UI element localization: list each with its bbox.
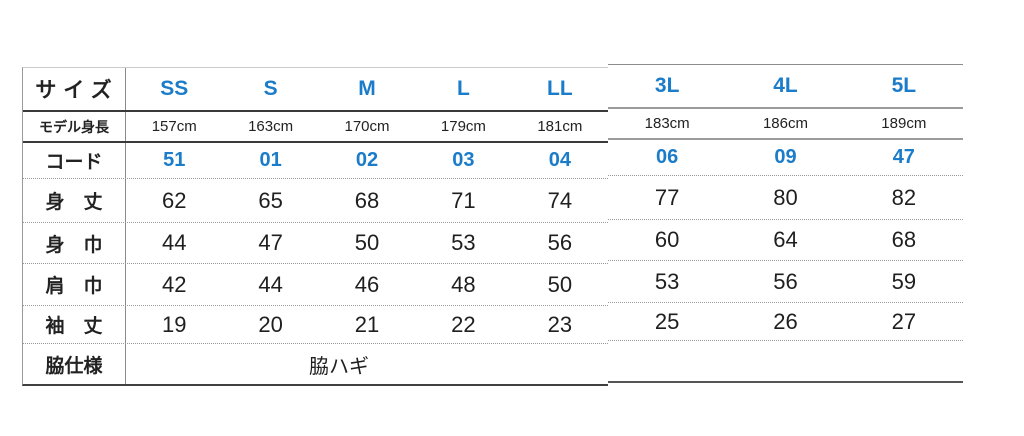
measurement-value: 26 bbox=[773, 308, 798, 334]
measurement-value: 42 bbox=[161, 271, 187, 297]
measurement-value: 64 bbox=[773, 227, 798, 252]
measurement-value: 53 bbox=[654, 268, 680, 294]
row-label: 脇仕様 bbox=[23, 344, 126, 384]
measurement-value: 56 bbox=[773, 268, 798, 294]
model-height-value: 181cm bbox=[537, 118, 583, 135]
measurement-value: 80 bbox=[773, 184, 798, 210]
size-header-ll: LL bbox=[547, 77, 573, 100]
corner-label: サイズ bbox=[23, 68, 126, 110]
measurement-value: 25 bbox=[654, 308, 680, 334]
sleeve-length-row: 25 26 27 bbox=[608, 303, 963, 341]
code-value: 09 bbox=[774, 146, 797, 168]
size-header-ss: SS bbox=[160, 77, 189, 100]
body-length-row: 77 80 82 bbox=[608, 176, 963, 220]
row-label: モデル身長 bbox=[23, 112, 126, 141]
measurement-value: 48 bbox=[451, 271, 476, 297]
measurement-value: 47 bbox=[258, 230, 283, 255]
size-header-3l: 3L bbox=[654, 74, 680, 97]
row-label: 袖 丈 bbox=[23, 306, 126, 343]
code-value: 03 bbox=[452, 149, 475, 171]
size-header-s: S bbox=[263, 77, 278, 100]
measurement-value: 65 bbox=[258, 187, 283, 213]
size-header-5l: 5L bbox=[891, 74, 917, 97]
measurement-value: 56 bbox=[547, 230, 573, 255]
side-spec-row-empty bbox=[608, 341, 963, 381]
size-chart-right-table: 3L 4L 5L 183cm 186cm 189cm 06 09 47 77 8… bbox=[608, 64, 963, 383]
body-width-row: 身 巾 44 47 50 53 56 bbox=[23, 223, 608, 264]
row-label: 身 丈 bbox=[23, 179, 126, 222]
measurement-value: 20 bbox=[258, 311, 283, 337]
model-height-value: 183cm bbox=[644, 115, 690, 132]
model-height-value: 157cm bbox=[151, 118, 197, 135]
measurement-value: 74 bbox=[547, 187, 573, 213]
row-label: 肩 巾 bbox=[23, 264, 126, 305]
body-width-row: 60 64 68 bbox=[608, 220, 963, 261]
side-spec-row: 脇仕様 脇ハギ bbox=[23, 344, 608, 384]
measurement-value: 23 bbox=[547, 311, 573, 337]
model-height-value: 186cm bbox=[762, 115, 808, 132]
code-value: 02 bbox=[355, 149, 379, 171]
row-label: 身 巾 bbox=[23, 223, 126, 263]
measurement-value: 53 bbox=[451, 230, 476, 255]
measurement-value: 68 bbox=[354, 187, 380, 213]
model-height-value: 189cm bbox=[881, 115, 927, 132]
body-length-row: 身 丈 62 65 68 71 74 bbox=[23, 179, 608, 223]
code-row: 06 09 47 bbox=[608, 140, 963, 176]
measurement-value: 44 bbox=[258, 271, 283, 297]
shoulder-width-row: 肩 巾 42 44 46 48 50 bbox=[23, 264, 608, 306]
measurement-value: 21 bbox=[354, 311, 380, 337]
measurement-value: 22 bbox=[451, 311, 476, 337]
measurement-value: 77 bbox=[654, 184, 680, 210]
code-value: 06 bbox=[656, 146, 679, 168]
measurement-value: 68 bbox=[891, 227, 917, 252]
measurement-value: 46 bbox=[354, 271, 380, 297]
size-header-row: 3L 4L 5L bbox=[608, 65, 963, 109]
code-value: 01 bbox=[259, 149, 282, 171]
measurement-value: 82 bbox=[891, 184, 917, 210]
sleeve-length-row: 袖 丈 19 20 21 22 23 bbox=[23, 306, 608, 344]
measurement-value: 71 bbox=[451, 187, 476, 213]
shoulder-width-row: 53 56 59 bbox=[608, 261, 963, 303]
measurement-value: 62 bbox=[161, 187, 187, 213]
empty-cell bbox=[608, 341, 963, 381]
row-label: コード bbox=[23, 143, 126, 178]
code-row: コード 51 01 02 03 04 bbox=[23, 143, 608, 179]
size-header-l: L bbox=[457, 77, 470, 100]
side-spec-value: 脇ハギ bbox=[309, 355, 369, 378]
size-header-row: サイズ SS S M L LL bbox=[23, 68, 608, 112]
code-value: 04 bbox=[548, 149, 571, 171]
model-height-row: 183cm 186cm 189cm bbox=[608, 109, 963, 140]
measurement-value: 59 bbox=[891, 268, 917, 294]
measurement-value: 44 bbox=[161, 230, 187, 255]
measurement-value: 19 bbox=[161, 311, 187, 337]
model-height-value: 163cm bbox=[248, 118, 294, 135]
measurement-value: 50 bbox=[354, 230, 380, 255]
size-chart-left-table: サイズ SS S M L LL モデル身長 157cm 163cm 170cm … bbox=[22, 67, 608, 386]
measurement-value: 50 bbox=[547, 271, 573, 297]
size-header-m: M bbox=[358, 77, 376, 100]
measurement-value: 27 bbox=[891, 308, 917, 334]
model-height-row: モデル身長 157cm 163cm 170cm 179cm 181cm bbox=[23, 112, 608, 143]
code-value: 51 bbox=[163, 149, 186, 171]
measurement-value: 60 bbox=[654, 227, 680, 252]
model-height-value: 170cm bbox=[344, 118, 390, 135]
model-height-value: 179cm bbox=[440, 118, 486, 135]
size-header-4l: 4L bbox=[773, 74, 798, 97]
code-value: 47 bbox=[892, 146, 915, 168]
